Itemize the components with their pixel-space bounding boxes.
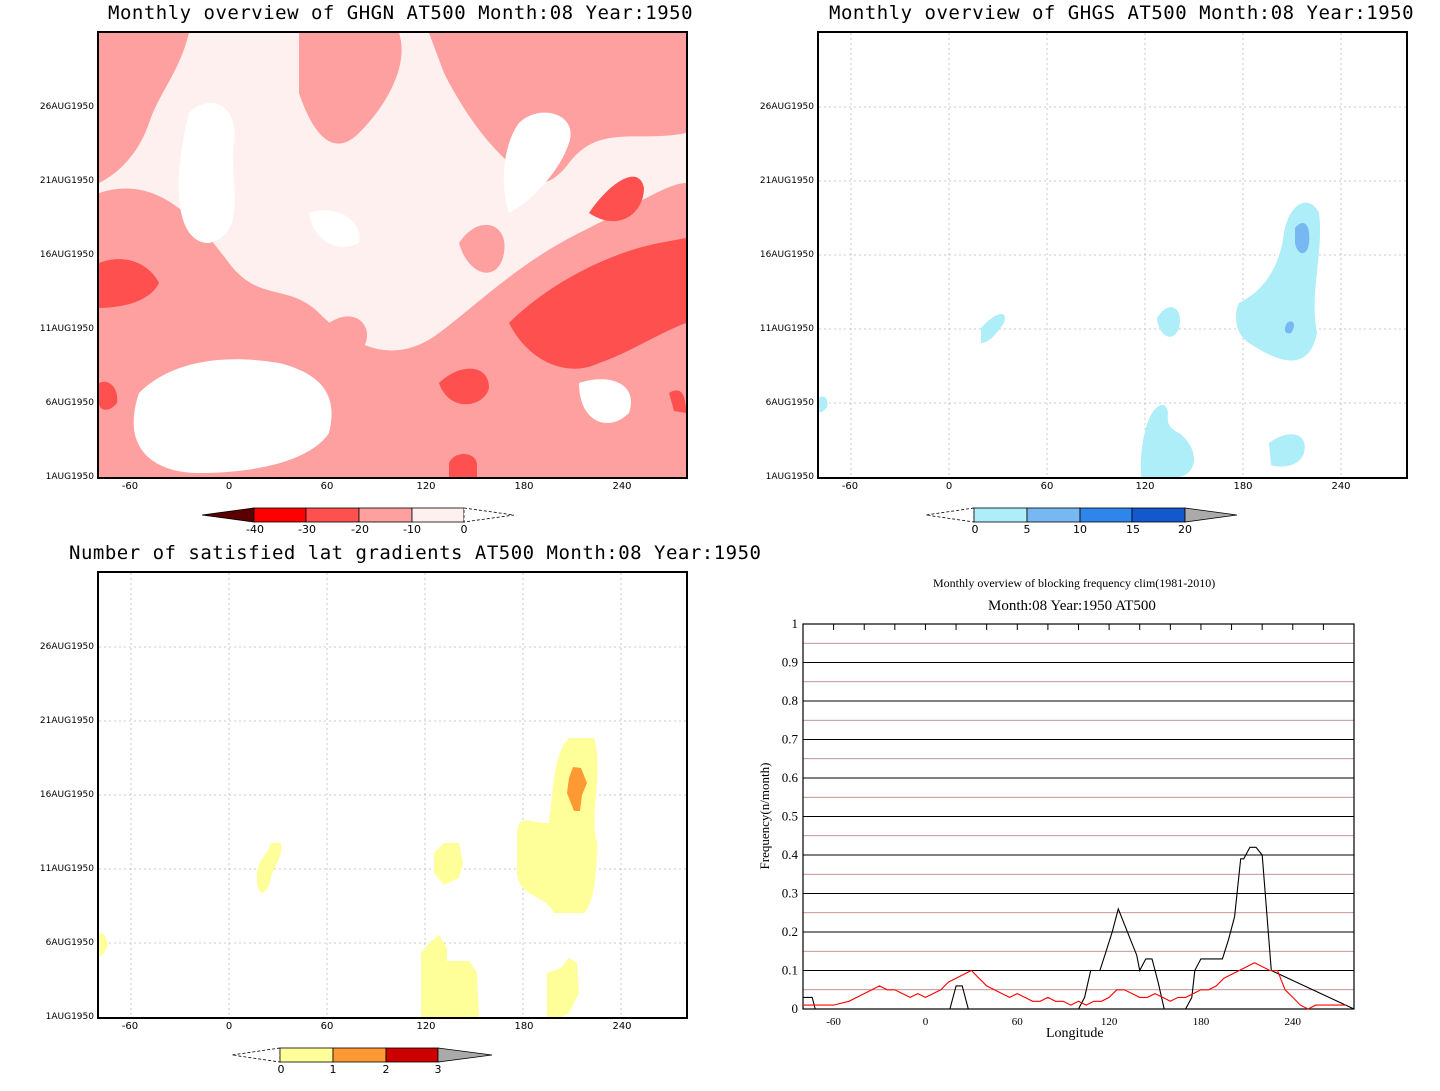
y-tick-label: 0.5	[782, 809, 798, 824]
x-tick-label: 240	[1331, 481, 1351, 492]
colorbar-label: 2	[382, 1063, 390, 1076]
x-tick-label: 60	[320, 1021, 334, 1032]
ghgs-title: Monthly overview of GHGS AT500 Month:08 …	[829, 2, 1415, 24]
frequency-subtitle: Month:08 Year:1950 AT500	[988, 598, 1156, 614]
colorbar-label: -30	[298, 523, 316, 536]
y-tick-label: 1	[792, 616, 799, 631]
y-tick-label: 16AUG1950	[759, 250, 814, 260]
y-tick-label: 26AUG1950	[39, 102, 94, 112]
gradients-title: Number of satisfied lat gradients AT500 …	[69, 542, 762, 564]
x-tick-label: 120	[416, 1021, 436, 1032]
y-tick-label: 6AUG1950	[45, 398, 94, 408]
x-tick-label: 240	[612, 481, 632, 492]
y-tick-label: 11AUG1950	[759, 324, 814, 334]
x-tick-label: 60	[1012, 1016, 1024, 1028]
y-tick-label: 21AUG1950	[759, 176, 814, 186]
black-series-line	[803, 846, 1355, 1010]
colorbar-label: 20	[1178, 523, 1192, 536]
x-tick-label: -60	[121, 481, 139, 492]
colorbar-label: 10	[1073, 523, 1087, 536]
y-tick-label: 26AUG1950	[39, 642, 94, 652]
gradients-colorbar	[231, 1047, 493, 1063]
colorbar-label: -10	[403, 523, 421, 536]
y-tick-label: 21AUG1950	[39, 176, 94, 186]
y-tick-label: 26AUG1950	[759, 102, 814, 112]
y-tick-label: 0.7	[782, 732, 799, 747]
colorbar-label: 0	[277, 1063, 285, 1076]
y-tick-label: 11AUG1950	[39, 864, 94, 874]
y-tick-label: 0.3	[782, 886, 798, 901]
y-tick-label: 16AUG1950	[39, 250, 94, 260]
y-tick-label: 1AUG1950	[45, 1012, 94, 1022]
x-tick-label: 120	[1101, 1016, 1118, 1028]
frequency-xlabel: Longitude	[1046, 1026, 1104, 1041]
x-tick-label: 0	[923, 1016, 929, 1028]
x-tick-label: 0	[945, 481, 953, 492]
colorbar-label: 15	[1126, 523, 1140, 536]
colorbar-label: -40	[246, 523, 264, 536]
y-tick-label: 0	[792, 1001, 799, 1016]
y-tick-label: 0.2	[782, 924, 798, 939]
x-tick-label: -60	[826, 1016, 841, 1028]
x-tick-label: 240	[612, 1021, 632, 1032]
ghgs-plot	[817, 31, 1408, 479]
x-tick-label: -60	[121, 1021, 139, 1032]
ghgs-colorbar	[925, 507, 1238, 523]
ghgs-field	[819, 33, 1406, 477]
frequency-chart: 0 0.1 0.2 0.3 0.4 0.5 0.6 0.7 0.8 0.9 1 -60 0 60 120 18…	[782, 616, 1355, 1028]
x-tick-label: 180	[1233, 481, 1253, 492]
ghgn-plot	[97, 31, 688, 479]
colorbar-label: 0	[971, 523, 979, 536]
x-tick-label: 60	[1040, 481, 1054, 492]
x-tick-label: 0	[225, 1021, 233, 1032]
y-tick-label: 0.1	[782, 963, 798, 978]
y-tick-label: 1AUG1950	[45, 472, 94, 482]
y-tick-label: 0.6	[782, 770, 799, 785]
colorbar-label: 1	[329, 1063, 337, 1076]
y-tick-label: 11AUG1950	[39, 324, 94, 334]
x-tick-label: 120	[416, 481, 436, 492]
colorbar-label: -20	[351, 523, 369, 536]
y-tick-label: 6AUG1950	[765, 398, 814, 408]
x-tick-label: 60	[320, 481, 334, 492]
ghgn-title: Monthly overview of GHGN AT500 Month:08 …	[108, 2, 694, 24]
x-tick-label: -60	[841, 481, 859, 492]
gradients-field	[99, 573, 686, 1017]
x-tick-label: 180	[514, 1021, 534, 1032]
y-tick-label: 21AUG1950	[39, 716, 94, 726]
x-tick-label: 120	[1135, 481, 1155, 492]
colorbar-label: 0	[460, 523, 468, 536]
colorbar-label: 5	[1023, 523, 1031, 536]
y-tick-label: 0.4	[782, 847, 799, 862]
y-tick-label: 16AUG1950	[39, 790, 94, 800]
y-tick-label: 0.8	[782, 693, 798, 708]
y-tick-label: 6AUG1950	[45, 938, 94, 948]
x-tick-label: 240	[1285, 1016, 1302, 1028]
colorbar-label: 3	[434, 1063, 442, 1076]
y-tick-label: 1AUG1950	[765, 472, 814, 482]
frequency-title: Monthly overview of blocking frequency c…	[933, 576, 1216, 590]
red-series-line	[803, 962, 1347, 1010]
x-tick-label: 180	[514, 481, 534, 492]
y-tick-label: 0.9	[782, 655, 798, 670]
x-tick-label: 180	[1193, 1016, 1210, 1028]
orange-region	[567, 767, 587, 811]
ghgn-colorbar	[201, 507, 515, 523]
x-tick-label: 0	[225, 481, 233, 492]
gradients-plot	[97, 571, 688, 1019]
ghgn-field	[99, 33, 686, 477]
